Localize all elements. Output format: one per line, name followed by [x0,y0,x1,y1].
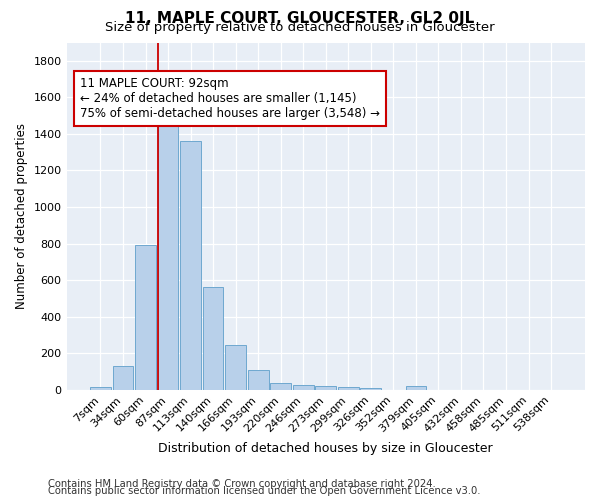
Bar [316,386,336,390]
Bar [248,370,269,390]
Bar [180,141,201,390]
Text: Contains HM Land Registry data © Crown copyright and database right 2024.: Contains HM Land Registry data © Crown c… [48,479,436,489]
Bar [271,382,291,390]
Bar [293,384,314,390]
Y-axis label: Number of detached properties: Number of detached properties [15,123,28,309]
Bar [113,366,133,390]
Text: Contains public sector information licensed under the Open Government Licence v3: Contains public sector information licen… [48,486,481,496]
Bar [361,388,381,390]
Bar [158,123,178,390]
X-axis label: Distribution of detached houses by size in Gloucester: Distribution of detached houses by size … [158,442,493,455]
Bar [90,387,111,390]
Bar [406,386,426,390]
Bar [338,387,359,390]
Bar [203,288,223,390]
Text: 11 MAPLE COURT: 92sqm
← 24% of detached houses are smaller (1,145)
75% of semi-d: 11 MAPLE COURT: 92sqm ← 24% of detached … [80,77,380,120]
Bar [135,246,156,390]
Bar [225,345,246,390]
Text: 11, MAPLE COURT, GLOUCESTER, GL2 0JL: 11, MAPLE COURT, GLOUCESTER, GL2 0JL [125,11,475,26]
Text: Size of property relative to detached houses in Gloucester: Size of property relative to detached ho… [105,22,495,35]
